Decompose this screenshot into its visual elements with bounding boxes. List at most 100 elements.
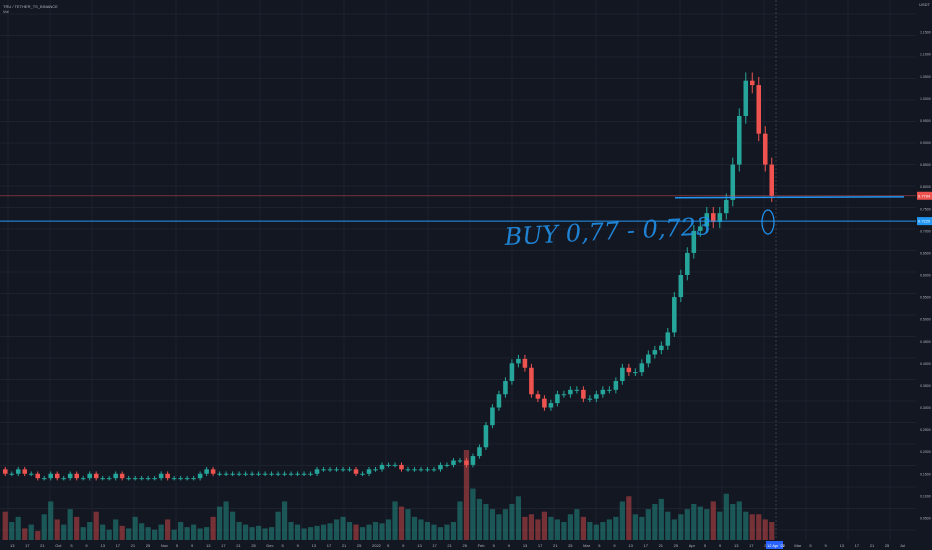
volume-bar bbox=[61, 524, 67, 540]
volume-bar bbox=[704, 509, 710, 540]
candle-body bbox=[659, 345, 664, 351]
candle-body bbox=[743, 80, 749, 116]
candle-body bbox=[516, 358, 521, 364]
volume-bar bbox=[22, 528, 28, 540]
time-tick-label: 21 bbox=[659, 543, 664, 548]
time-tick-label: 21 bbox=[40, 543, 45, 548]
trend-line bbox=[674, 196, 905, 199]
volume-bar bbox=[48, 501, 54, 540]
candle-body bbox=[392, 464, 398, 466]
price-tick-label: 0.7000 bbox=[920, 229, 931, 233]
time-tick-label: 9 bbox=[719, 543, 722, 548]
time-tick-label: 9 bbox=[85, 543, 88, 548]
volume-bar bbox=[593, 524, 599, 540]
volume-bar bbox=[411, 516, 418, 540]
candle-body bbox=[418, 469, 424, 471]
candle-body bbox=[769, 164, 775, 196]
time-tick-label: Mar bbox=[794, 543, 802, 548]
volume-bar bbox=[275, 511, 281, 540]
time-tick-label: 5 bbox=[493, 543, 496, 548]
candle-body bbox=[548, 403, 554, 408]
volume-bar bbox=[580, 516, 586, 540]
time-tick-label: 9 bbox=[402, 543, 405, 548]
volume-bar bbox=[87, 522, 93, 540]
price-tick-label: 0.4000 bbox=[920, 362, 931, 366]
volume-bar bbox=[470, 488, 476, 540]
candle-body bbox=[262, 473, 268, 475]
symbol-title[interactable]: TRU / TETHER_TS_BINANCE bbox=[3, 4, 58, 9]
candle-body bbox=[574, 389, 580, 391]
candle-body bbox=[399, 464, 404, 470]
volume-bar bbox=[197, 528, 203, 540]
candle-body bbox=[509, 363, 515, 381]
volume-bar bbox=[314, 525, 320, 540]
volume-bar bbox=[691, 504, 697, 540]
level-badge bbox=[917, 217, 932, 226]
time-tick-label: 17 bbox=[749, 543, 754, 548]
candle-body bbox=[490, 407, 495, 426]
volume-bar bbox=[307, 527, 314, 540]
candle-body bbox=[555, 394, 560, 404]
time-tick-label: Jul bbox=[900, 543, 905, 548]
candle-body bbox=[87, 473, 92, 479]
price-tick-label: 0.9000 bbox=[920, 141, 931, 145]
time-tick-label: Nov bbox=[161, 543, 168, 548]
candle-body bbox=[412, 469, 417, 471]
volume-bar bbox=[28, 524, 34, 540]
volume-bar bbox=[437, 527, 444, 540]
volume-bar bbox=[762, 519, 768, 540]
time-tick-label: 25 bbox=[885, 543, 890, 548]
candle-series[interactable] bbox=[2, 72, 775, 481]
candle-body bbox=[587, 398, 593, 400]
candle-body bbox=[438, 464, 443, 470]
price-tick-label: 0.8500 bbox=[920, 163, 931, 167]
candle-body bbox=[704, 213, 710, 227]
volume-bar bbox=[476, 498, 483, 540]
candle-body bbox=[74, 473, 79, 479]
candle-body bbox=[236, 473, 242, 475]
volume-bar bbox=[184, 527, 190, 540]
candle-body bbox=[152, 478, 157, 480]
time-scale-background bbox=[0, 540, 932, 550]
price-scale[interactable]: 1.1500 1.1000 1.0500 1.0000 0.9500 0.9000 0.85… bbox=[916, 0, 932, 550]
drawing-layer[interactable]: BUY 0,77 - 0,723 bbox=[0, 0, 916, 540]
candle-body bbox=[736, 116, 742, 165]
volume-bar bbox=[93, 511, 99, 540]
volume-bar bbox=[2, 511, 8, 540]
volume-bar bbox=[684, 509, 690, 540]
candle-body bbox=[48, 473, 53, 479]
volume-bar bbox=[230, 511, 236, 540]
volume-bar bbox=[385, 519, 392, 540]
time-scale[interactable]: 13 17 21 Oct 5 9 13 17 21 25 Nov 5 9 13 17 21 25 Dec 5 9 13 1… bbox=[0, 540, 932, 550]
candle-body bbox=[113, 473, 118, 479]
price-tick-label: 0.6000 bbox=[920, 274, 931, 278]
candle-body bbox=[724, 199, 729, 214]
candle-body bbox=[607, 389, 612, 391]
volume-bar bbox=[697, 506, 703, 540]
candle-body bbox=[171, 478, 177, 480]
price-tick-label: 0.3000 bbox=[920, 406, 931, 410]
time-tick-label: Feb bbox=[478, 543, 486, 548]
candle-body bbox=[353, 469, 359, 474]
candle-body bbox=[483, 425, 489, 448]
volume-bar bbox=[152, 529, 158, 540]
volume-bar bbox=[444, 524, 450, 540]
volume-bar bbox=[191, 524, 197, 540]
candle-body bbox=[223, 473, 229, 475]
candle-body bbox=[678, 275, 684, 298]
volume-bar bbox=[665, 511, 671, 540]
time-tick-label: 13 bbox=[628, 543, 633, 548]
time-tick-label: 17 bbox=[855, 543, 860, 548]
candle-body bbox=[749, 80, 755, 86]
time-highlight-label: 12 Apr '22 bbox=[767, 543, 786, 548]
volume-bar bbox=[509, 504, 515, 540]
volume-bar bbox=[515, 496, 522, 540]
time-tick-label: 13 bbox=[312, 543, 317, 548]
volume-bar bbox=[106, 529, 112, 540]
time-tick-label: 25 bbox=[251, 543, 256, 548]
candle-body bbox=[321, 469, 326, 471]
candle-body bbox=[444, 464, 450, 466]
volume-bar bbox=[496, 514, 502, 540]
